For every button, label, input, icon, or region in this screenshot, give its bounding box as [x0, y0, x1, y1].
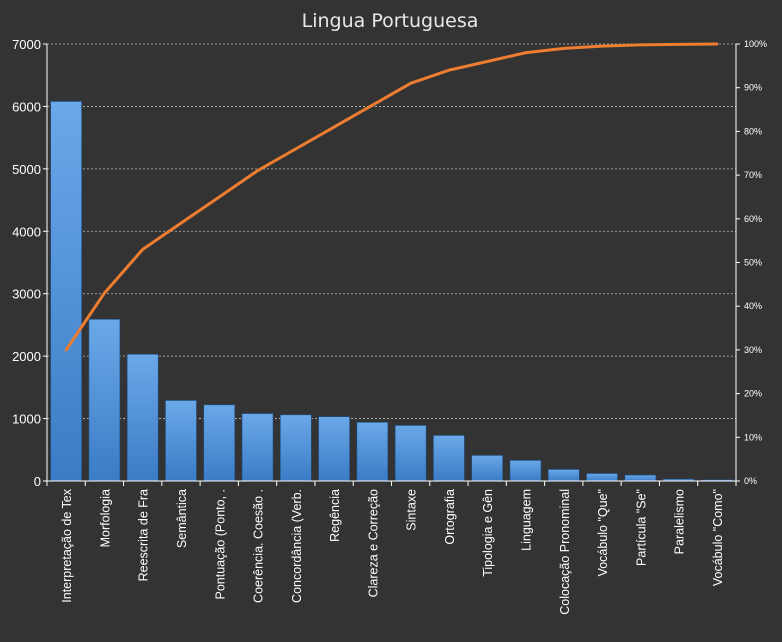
- bar: [165, 400, 197, 482]
- y2-tick-label: 20%: [744, 389, 762, 399]
- bar: [318, 416, 350, 482]
- bar: [471, 455, 503, 482]
- y-tick-label: 7000: [12, 37, 41, 52]
- bar: [203, 404, 236, 482]
- cumulative-line-series: [64, 42, 719, 352]
- y2-tick-label: 90%: [744, 83, 762, 93]
- x-tick-label: Regência: [328, 489, 342, 542]
- x-tick-label: Vocábulo "Que": [596, 489, 610, 576]
- cumulative-line: [64, 42, 719, 352]
- x-tick-label: Vocábulo "Como": [711, 489, 725, 586]
- x-tick-label: Tipologia e Gên: [481, 489, 495, 577]
- bar: [547, 469, 580, 482]
- bar: [280, 414, 312, 482]
- x-tick-label: Concordância (Verb.: [290, 489, 304, 603]
- x-tick-label: Clareza e Correção: [366, 489, 380, 597]
- bar-series: [50, 101, 733, 482]
- bar: [50, 101, 82, 482]
- x-tick-label: Colocação Pronominal: [558, 489, 572, 615]
- x-tick-label: Linguagem: [519, 489, 533, 551]
- x-tick-label: Pontuação (Ponto, .: [213, 489, 227, 600]
- bar: [126, 353, 159, 482]
- tick-labels: 0 1000 2000 3000 4000 5000 6000 7000 0% 10% 20% 30%…: [12, 37, 767, 615]
- bar: [394, 425, 427, 482]
- x-tick-label: Interpretação de Tex: [60, 488, 74, 602]
- axes: [43, 43, 740, 486]
- bar: [624, 474, 657, 482]
- x-tick-label: Sintaxe: [405, 489, 419, 531]
- y-tick-label: 0: [34, 474, 41, 489]
- bar: [509, 460, 542, 482]
- x-tick-label: Reescrita de Fra: [137, 489, 151, 581]
- y-tick-label: 2000: [12, 349, 41, 364]
- y2-tick-label: 50%: [744, 258, 762, 268]
- y-tick-label: 1000: [12, 412, 41, 427]
- bar: [88, 319, 121, 482]
- y2-tick-label: 60%: [744, 214, 762, 224]
- y-tick-label: 5000: [12, 162, 41, 177]
- y2-tick-label: 70%: [744, 170, 762, 180]
- y2-tick-label: 10%: [744, 432, 762, 442]
- y2-tick-label: 100%: [744, 39, 767, 49]
- bar: [241, 413, 274, 482]
- x-tick-label: Semântica: [175, 489, 189, 548]
- x-tick-label: Partícula "Se": [634, 489, 648, 566]
- y2-tick-label: 0%: [744, 476, 757, 486]
- y2-tick-label: 40%: [744, 301, 762, 311]
- y-tick-label: 6000: [12, 99, 41, 114]
- chart-title: Lingua Portuguesa: [302, 10, 479, 32]
- x-tick-label: Coerência. Coesão .: [252, 489, 266, 603]
- x-tick-label: Ortografia: [443, 489, 457, 545]
- y2-tick-label: 80%: [744, 126, 762, 136]
- bar: [586, 473, 618, 482]
- gridlines: [47, 43, 736, 419]
- y-tick-label: 4000: [12, 224, 41, 239]
- y-tick-label: 3000: [12, 287, 41, 302]
- x-tick-label: Paralelismo: [673, 489, 687, 554]
- bar: [356, 422, 389, 482]
- y2-tick-label: 30%: [744, 345, 762, 355]
- x-tick-label: Morfologia: [98, 489, 112, 547]
- bar: [433, 435, 465, 482]
